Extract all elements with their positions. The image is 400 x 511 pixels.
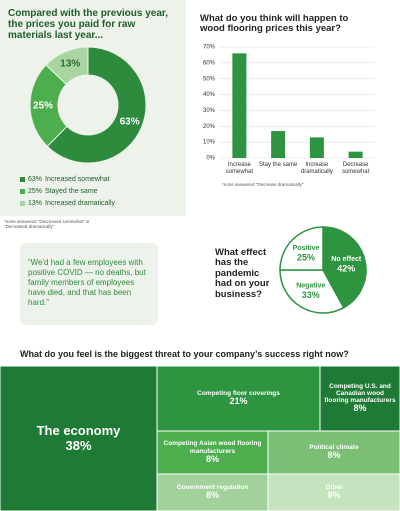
footnote: *none answered "Decreased somewhat" or "… (4, 219, 90, 229)
treemap-label: Competing Asian wood flooring manufactur… (161, 431, 264, 474)
x-tick-label: Increase dramatically (300, 162, 333, 175)
slice-name: No effect (331, 256, 362, 263)
treemap-label: Competing floor coverings 21% (161, 366, 316, 431)
legend-item: 13% Increased dramatically (20, 200, 115, 208)
pie-slice (322, 226, 367, 309)
slice-label: 13% (60, 58, 80, 69)
y-tick-label: 0% (206, 156, 215, 162)
cell-name: Competing Asian wood flooring manufactur… (163, 440, 262, 455)
slice-label: 25% (297, 252, 315, 262)
cell-value: 8% (205, 490, 219, 501)
x-tick-label: Increase somewhat (225, 162, 254, 175)
chart-title: What do you feel is the biggest threat t… (20, 349, 349, 359)
y-tick-label: 70% (203, 45, 216, 51)
treemap-cell (0, 365, 158, 511)
treemap-label: Competing U.S. and Canadian wood floorin… (324, 366, 396, 431)
x-tick-label: Stay the same (258, 162, 298, 168)
cell-value: 38% (65, 437, 92, 453)
y-tick-label: 50% (203, 76, 216, 82)
legend-value: 63% (28, 176, 43, 183)
legend-item: 63% Increased somewhat (20, 176, 110, 184)
legend-item: 25% Stayed the same (20, 188, 98, 196)
cell-name: Competing U.S. and Canadian wood floorin… (324, 382, 396, 405)
x-tick-label: Decrease somewhat (341, 162, 370, 175)
y-tick-label: 40% (203, 92, 216, 98)
legend-swatch (20, 189, 25, 195)
bar (232, 53, 247, 158)
slice-name: Negative (296, 283, 325, 290)
pie-slice (279, 226, 324, 271)
bar (348, 151, 363, 158)
cell-value: 8% (327, 450, 341, 461)
cell-name: Other (325, 483, 343, 491)
slice-label: 42% (337, 263, 355, 273)
footnote: *none answered "Decrease dramatically" (222, 182, 304, 187)
treemap-cell (156, 473, 269, 511)
chart-title: What do you think will happen to wood fl… (200, 13, 349, 35)
pie-slice (279, 269, 345, 314)
treemap-label: Government regulation 8% (161, 474, 264, 511)
legend-value: 25% (28, 188, 43, 195)
donut-slice (45, 46, 89, 85)
treemap-cell (267, 473, 400, 511)
quote: “We'd had a few employees with positive … (28, 258, 146, 307)
treemap-cell (156, 365, 321, 432)
treemap-label: Other 8% (272, 474, 396, 511)
cell-name: Political climate (309, 443, 359, 451)
cell-name: The economy (36, 423, 121, 439)
chart-title: What effect has the pandemic had on your… (215, 247, 270, 300)
legend-value: 13% (28, 200, 43, 207)
donut-slice (46, 46, 147, 164)
y-tick-label: 60% (203, 60, 216, 66)
treemap-label: Political climate 8% (272, 431, 396, 474)
slice-label: 33% (302, 290, 320, 300)
cell-value: 8% (327, 490, 341, 501)
legend-label: Stayed the same (45, 188, 98, 195)
legend-label: Increased dramatically (45, 200, 116, 207)
legend-swatch (20, 201, 25, 207)
y-tick-label: 20% (203, 124, 216, 130)
treemap-label: The economy 38% (4, 366, 153, 511)
bar (271, 131, 286, 158)
cell-value: 8% (353, 403, 367, 414)
y-tick-label: 30% (203, 108, 216, 114)
slice-label: 25% (33, 100, 53, 111)
treemap-cell (156, 430, 269, 475)
cell-name: Competing floor coverings (197, 389, 280, 397)
legend-swatch (20, 177, 25, 183)
cell-value: 21% (229, 396, 248, 407)
slice-label: 63% (120, 117, 140, 128)
quote-background (20, 243, 158, 325)
slice-name: Positive (293, 245, 320, 252)
cell-value: 8% (205, 453, 219, 464)
bar (309, 137, 324, 158)
chart-title: Compared with the previous year, the pri… (8, 8, 169, 41)
cell-name: Government regulation (176, 483, 249, 491)
y-tick-label: 10% (203, 140, 216, 146)
legend-label: Increased somewhat (45, 176, 110, 183)
treemap-cell (267, 430, 400, 475)
